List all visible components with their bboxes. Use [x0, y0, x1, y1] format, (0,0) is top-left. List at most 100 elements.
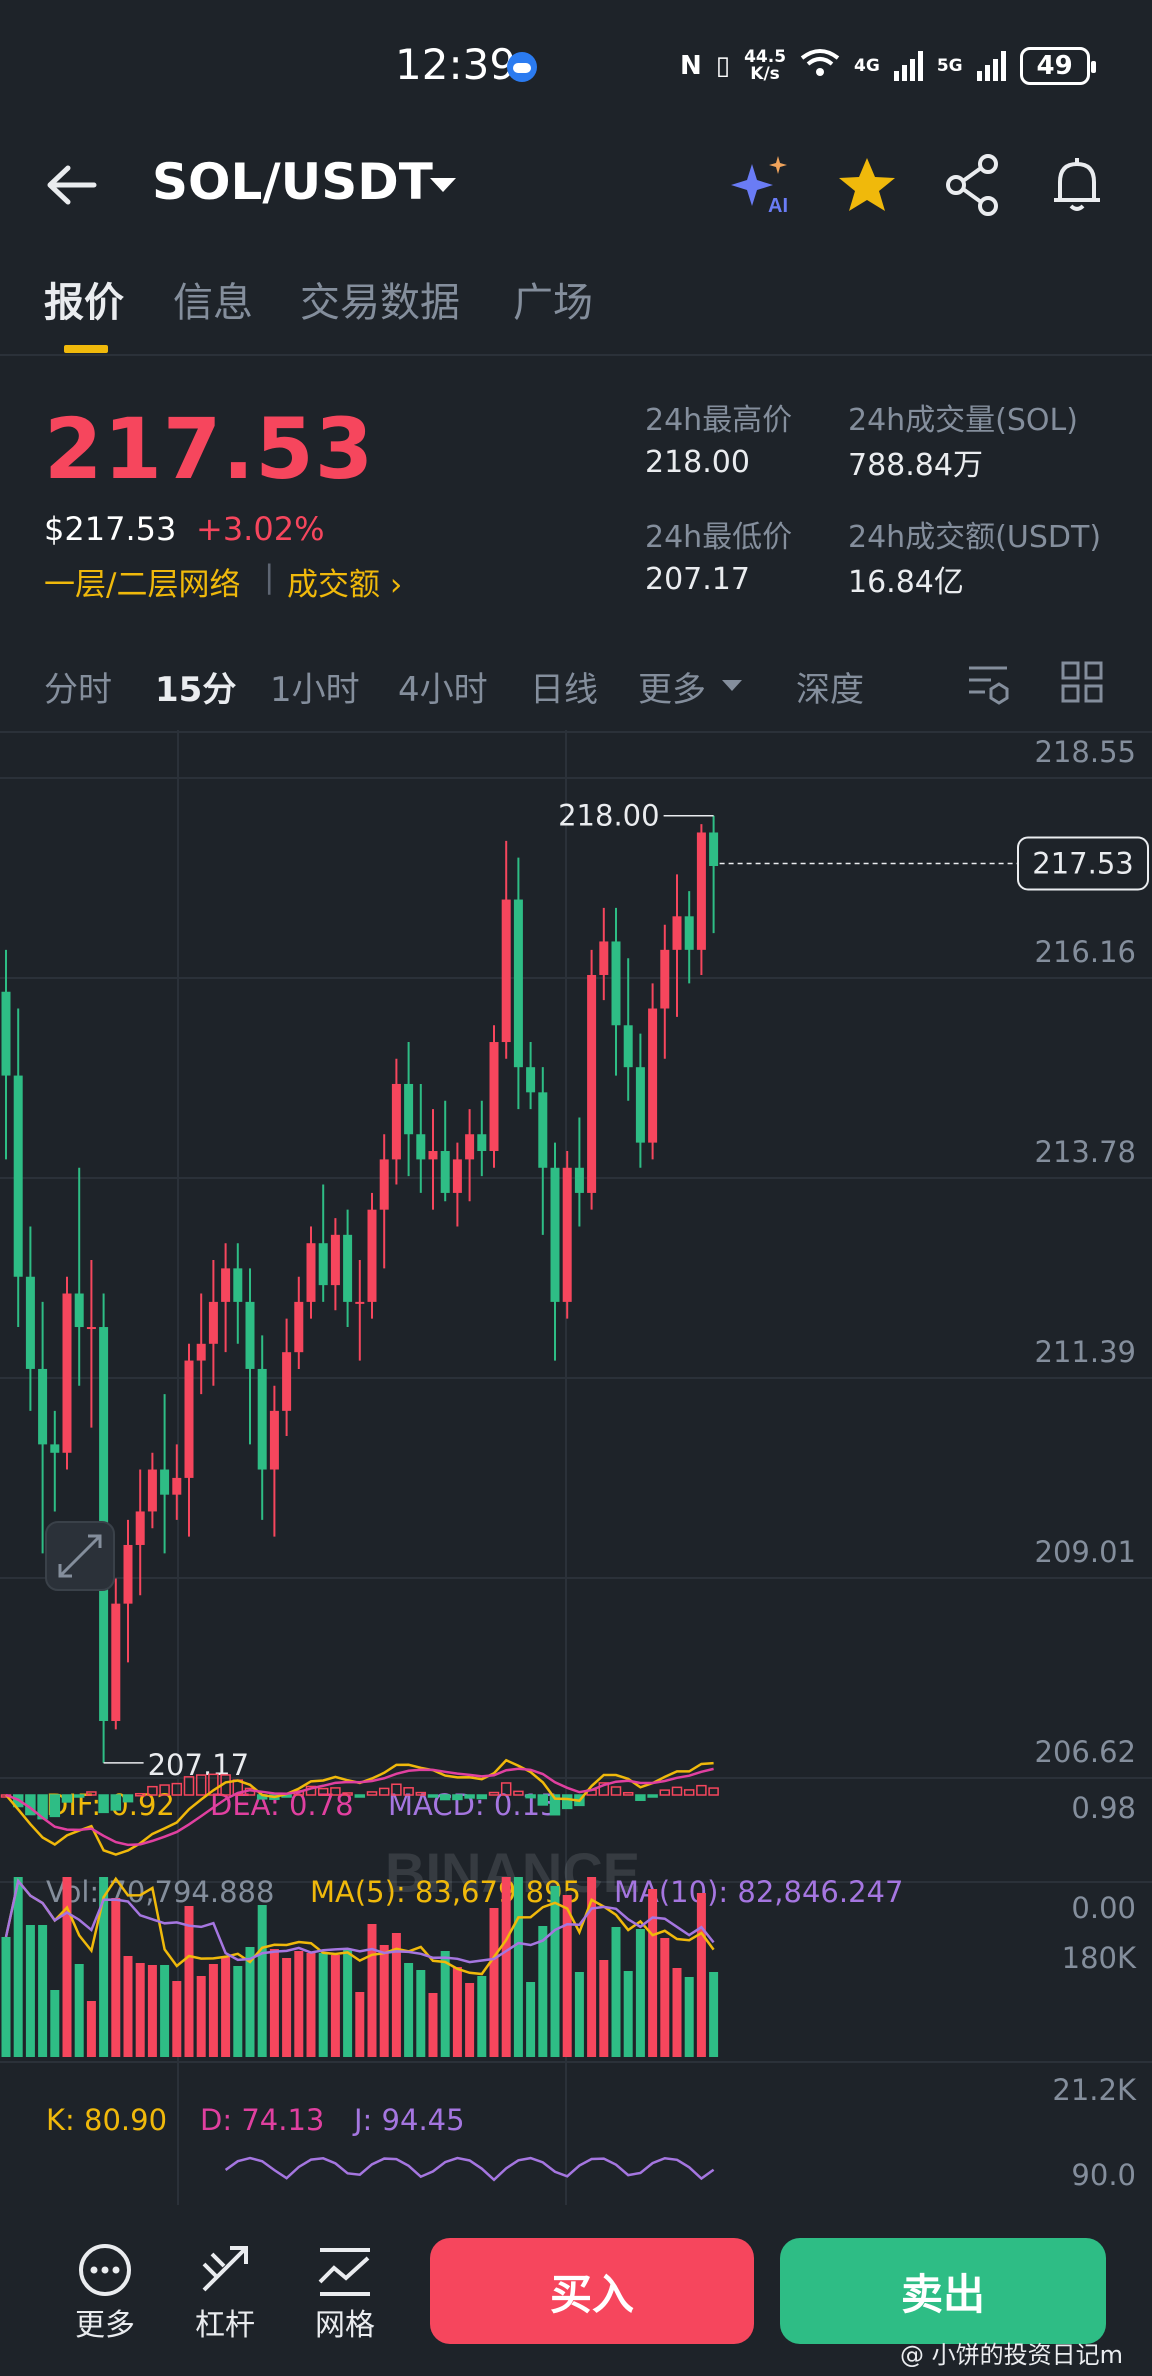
leverage-label[interactable]: 杠杆: [195, 2308, 255, 2343]
volume-bar: [13, 1877, 23, 2057]
favorite-star-icon[interactable]: [832, 150, 902, 220]
price-axis: 218.55 216.16 213.78 211.39 209.01 206.62: [1035, 735, 1136, 1769]
candle-body: [38, 1368, 48, 1445]
volume-bar: [282, 1958, 292, 2057]
ai-sparkle-icon[interactable]: AI: [728, 150, 798, 220]
volume-bar: [648, 1889, 658, 2057]
macd-bar: [561, 1794, 573, 1810]
bell-icon[interactable]: [1042, 150, 1112, 220]
tag-volume-rank[interactable]: 成交额 ›: [287, 559, 402, 604]
candle-body: [428, 1151, 438, 1160]
tab-info[interactable]: 信息: [173, 280, 253, 326]
interval-4h[interactable]: 4小时: [398, 670, 488, 710]
macd-bar: [183, 1776, 195, 1796]
macd-bar: [147, 1785, 158, 1796]
tab-depth[interactable]: 深度: [796, 670, 864, 710]
pair-title[interactable]: SOL/USDT: [152, 153, 433, 211]
expand-button[interactable]: [45, 1521, 115, 1591]
tag-network[interactable]: 一层/二层网络: [44, 567, 241, 603]
macd-bar: [439, 1794, 451, 1801]
interval-15m[interactable]: 15分: [155, 670, 237, 710]
macd-bar: [330, 1787, 341, 1796]
candle-body: [404, 1083, 414, 1135]
high-value: 218.00: [645, 445, 750, 480]
last-price: 217.53: [44, 400, 375, 498]
tab-square[interactable]: 广场: [513, 280, 593, 326]
candle-body: [245, 1301, 255, 1369]
kdj-panel: K: 80.90 D: 74.13 J: 94.45 90.0: [46, 2103, 1136, 2192]
net-speed-value: 44.5: [744, 47, 787, 67]
volume-bar: [221, 1957, 231, 2057]
macd-bar: [415, 1791, 427, 1796]
volume-label: 24h成交量(SOL): [848, 403, 1078, 438]
candle-body: [123, 1544, 133, 1604]
candle-body: [184, 1360, 194, 1478]
tag-volume-label: 成交额: [287, 567, 380, 603]
price-tick-label: 216.16: [1035, 935, 1136, 969]
volume-bar: [38, 1925, 48, 2057]
leverage-icon[interactable]: [190, 2240, 260, 2310]
macd-bar: [110, 1794, 122, 1811]
volume-bar: [513, 1877, 523, 2057]
volume-bar: [684, 1977, 694, 2057]
volume-bar: [233, 1966, 243, 2057]
volume-bar: [379, 1945, 389, 2057]
candle-body: [13, 1075, 23, 1277]
pair-dropdown-icon[interactable]: [430, 178, 456, 192]
kdj-j-line: [224, 2156, 715, 2182]
interval-1d[interactable]: 日线: [530, 670, 598, 710]
indicator-settings-icon[interactable]: [965, 660, 1011, 706]
macd-bar: [671, 1786, 683, 1796]
candle-body: [269, 1410, 279, 1470]
candle-body: [501, 899, 511, 1043]
interval-more[interactable]: 更多: [638, 670, 706, 710]
interval-time[interactable]: 分时: [44, 670, 112, 710]
macd-bar: [208, 1773, 219, 1796]
layout-grid-icon[interactable]: [1060, 660, 1104, 704]
grid-label[interactable]: 网格: [315, 2308, 375, 2343]
macd-bar: [500, 1782, 512, 1796]
back-arrow-icon[interactable]: [44, 160, 100, 210]
candle-body: [611, 941, 621, 1026]
more-icon[interactable]: [70, 2240, 140, 2310]
volume-ma5-label: MA(5): 83,679.895: [310, 1875, 581, 1909]
grid-trading-icon[interactable]: [310, 2240, 380, 2310]
candle-body: [208, 1301, 218, 1344]
volume-bar: [635, 1929, 645, 2057]
volume-bar: [489, 1908, 499, 2057]
candle-body: [587, 974, 597, 1193]
candle-body: [391, 1083, 401, 1160]
macd-bar: [195, 1774, 207, 1796]
kline-chart[interactable]: BINANCE 218.55 216.16 213.78 211.39 209.01 20…: [0, 730, 1152, 2205]
share-icon[interactable]: [938, 150, 1008, 220]
kdj-k-label: K: 80.90: [46, 2103, 167, 2137]
candle-body: [294, 1301, 304, 1353]
macd-bar: [525, 1794, 536, 1799]
volume-bar: [1, 1937, 11, 2057]
status-icons: N ▯ 44.5 K/s 4G 5G 49: [680, 42, 1096, 90]
more-label[interactable]: 更多: [75, 2308, 135, 2343]
candle-body: [318, 1243, 328, 1286]
tab-quote[interactable]: 报价: [44, 280, 124, 326]
macd-bar: [171, 1782, 183, 1796]
volume-bar: [330, 1955, 340, 2057]
nfc-icon: N: [680, 51, 702, 81]
sell-button[interactable]: 卖出: [780, 2238, 1106, 2344]
candle-body: [221, 1268, 231, 1302]
macd-bar: [659, 1789, 671, 1796]
kdj-tick-label: 90.0: [1071, 2158, 1136, 2192]
candle-body: [513, 899, 523, 1068]
interval-1h[interactable]: 1小时: [270, 670, 360, 710]
expand-icon: [58, 1534, 102, 1578]
net-speed: 44.5 K/s: [744, 49, 786, 83]
buy-button[interactable]: 买入: [430, 2238, 754, 2344]
volume-bar: [269, 1949, 279, 2057]
tab-trading-data[interactable]: 交易数据: [300, 280, 460, 326]
volume-bar: [391, 1933, 401, 2057]
macd-bar: [488, 1791, 500, 1796]
volume-bar: [196, 1976, 206, 2057]
volume-bar: [452, 1967, 462, 2057]
macd-bar: [647, 1794, 658, 1798]
volume-bar: [367, 1924, 377, 2057]
volume-bar: [501, 1877, 511, 2057]
